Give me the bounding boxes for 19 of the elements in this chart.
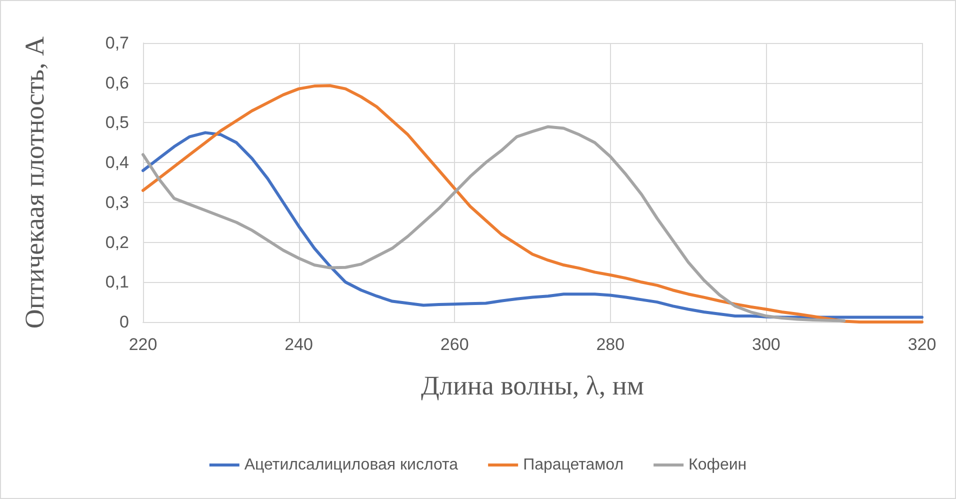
- legend-label: Кофеин: [688, 456, 747, 474]
- y-tick-label: 0: [120, 312, 129, 332]
- legend-label: Парацетамол: [523, 456, 624, 474]
- y-tick-label: 0,7: [105, 34, 129, 52]
- y-tick-label: 0,2: [105, 232, 129, 252]
- y-tick-label: 0,1: [105, 272, 129, 292]
- y-tick-label: 0,3: [105, 192, 129, 212]
- y-tick-label: 0,5: [105, 113, 129, 132]
- x-tick-label: 280: [596, 335, 625, 354]
- legend-label: Ацетилсалициловая кислота: [244, 456, 458, 474]
- x-tick-label: 300: [752, 335, 780, 354]
- x-tick-label: 320: [908, 335, 936, 354]
- x-tick-label: 260: [440, 335, 469, 354]
- y-tick-label: 0,4: [105, 153, 129, 172]
- y-tick-label: 0,6: [105, 73, 129, 92]
- x-tick-label: 240: [284, 335, 313, 354]
- x-axis-title: Длина волны, λ, нм: [421, 370, 644, 400]
- y-axis-title: Оптичекаая плотность, А: [20, 36, 50, 329]
- x-tick-label: 220: [128, 335, 158, 354]
